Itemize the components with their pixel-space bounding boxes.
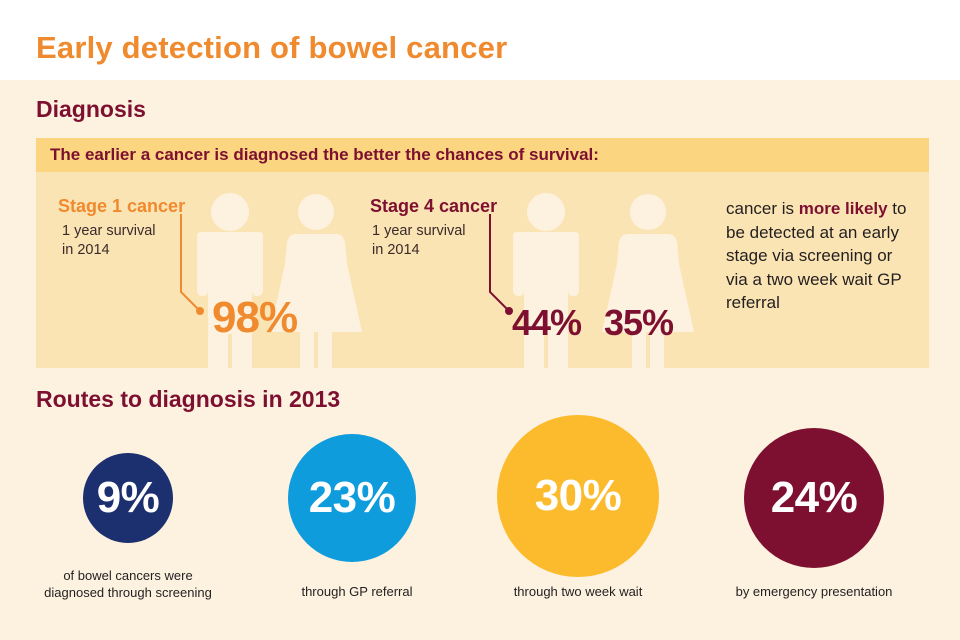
- route-screening-caption-line1: of bowel cancers were: [63, 568, 193, 583]
- route-emergency-caption: by emergency presentation: [704, 583, 924, 600]
- stage1-label: Stage 1 cancer: [58, 196, 186, 216]
- stage4-women-percent: 35%: [604, 302, 674, 343]
- stage4-men-percent: 44%: [512, 302, 582, 343]
- route-screening-circle: 9%: [83, 453, 173, 543]
- stage1-man-figure: [197, 193, 263, 387]
- stage1-pointer-line: [180, 214, 204, 315]
- stage4-pointer-line: [489, 214, 513, 315]
- route-gp-percent: 23%: [308, 473, 396, 522]
- route-gp-circle: 23%: [288, 434, 416, 562]
- routes-heading: Routes to diagnosis in 2013: [36, 386, 341, 412]
- stage1-survival-percent: 98%: [212, 293, 298, 342]
- route-emergency-circle: 24%: [744, 428, 884, 568]
- route-two-week-caption-line1: through two week wait: [513, 584, 643, 599]
- side-text-end: to be detected at an early stage via scr…: [726, 199, 907, 312]
- stage4-woman-figure: [602, 194, 694, 387]
- route-two-week-circle: 30%: [497, 415, 659, 577]
- route-emergency-percent: 24%: [770, 473, 858, 522]
- title-band: [0, 0, 960, 80]
- page-title: Early detection of bowel cancer: [36, 30, 508, 65]
- route-screening-percent: 9%: [96, 473, 160, 522]
- stage1-note-line2: in 2014: [62, 242, 110, 258]
- stage1-note-line1: 1 year survival: [62, 223, 156, 239]
- stage4-label: Stage 4 cancer: [370, 196, 498, 216]
- route-gp-caption: through GP referral: [247, 583, 467, 600]
- survival-banner: The earlier a cancer is diagnosed the be…: [36, 138, 929, 172]
- side-text-start: cancer is: [726, 199, 799, 218]
- route-emergency-caption-line1: by emergency presentation: [735, 584, 893, 599]
- early-detection-text: cancer is more likely to be detected at …: [726, 197, 916, 315]
- side-text-emphasis: more likely: [798, 199, 888, 218]
- route-two-week-caption: through two week wait: [468, 583, 688, 600]
- stage4-note-line1: 1 year survival: [372, 223, 466, 239]
- route-two-week-percent: 30%: [534, 471, 622, 520]
- route-gp-caption-line1: through GP referral: [301, 584, 413, 599]
- route-screening-caption-line2: diagnosed through screening: [44, 585, 212, 600]
- banner-text: The earlier a cancer is diagnosed the be…: [50, 145, 599, 164]
- stage4-note-line2: in 2014: [372, 242, 420, 258]
- diagnosis-heading: Diagnosis: [36, 96, 146, 122]
- survival-panel: [36, 172, 929, 368]
- stage4-man-figure: [513, 193, 579, 387]
- route-screening-caption: of bowel cancers were diagnosed through …: [18, 567, 238, 601]
- stage4-note: 1 year survival in 2014: [372, 222, 502, 260]
- stage1-woman-figure: [270, 194, 362, 387]
- stage1-note: 1 year survival in 2014: [62, 222, 192, 260]
